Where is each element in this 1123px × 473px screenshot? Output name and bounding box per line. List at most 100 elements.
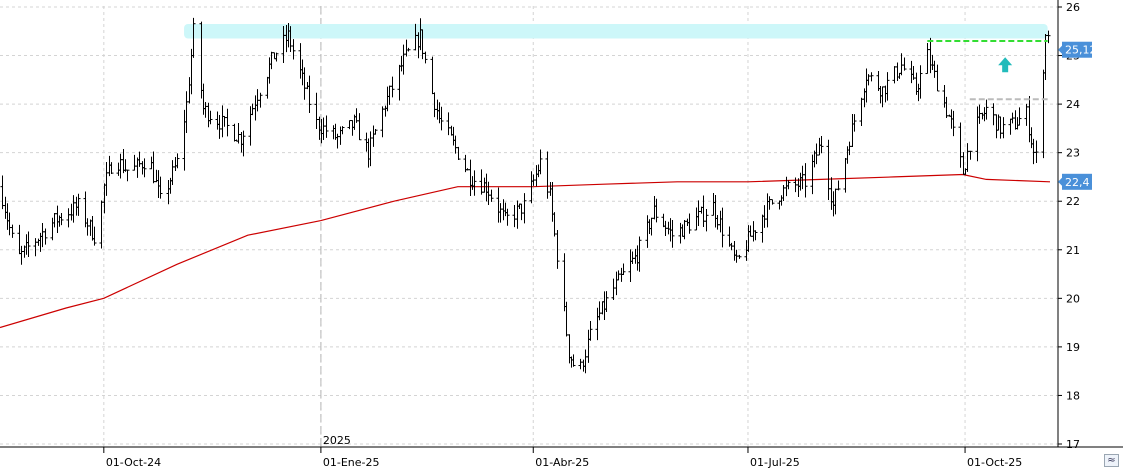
- price-bar: [767, 196, 772, 210]
- price-bar: [182, 109, 187, 171]
- price-bar: [781, 184, 786, 201]
- price-bar: [102, 183, 107, 214]
- price-bar: [371, 125, 376, 147]
- price-bar: [338, 126, 343, 145]
- price-bar: [869, 72, 874, 82]
- price-bar: [92, 226, 97, 246]
- price-bar: [534, 165, 539, 187]
- grid: [0, 6, 1058, 447]
- price-bar: [236, 123, 241, 144]
- price-bar: [305, 81, 310, 90]
- price-bar: [397, 64, 402, 101]
- price-bar: [380, 106, 385, 138]
- price-bar: [1046, 30, 1051, 44]
- price-bar: [737, 254, 742, 259]
- price-bar: [571, 354, 576, 367]
- price-bar: [116, 162, 121, 176]
- price-bar: [383, 105, 388, 117]
- price-bar: [515, 200, 520, 229]
- price-bar: [958, 122, 963, 168]
- price-bar: [399, 55, 404, 72]
- price-bar: [401, 44, 406, 75]
- price-bar: [895, 62, 900, 81]
- price-bar: [107, 155, 112, 177]
- x-tick-label: 01-Ene-25: [323, 456, 380, 469]
- price-bar: [876, 70, 881, 92]
- price-bar: [302, 67, 307, 100]
- price-bar: [479, 169, 484, 195]
- price-bar: [331, 125, 336, 140]
- price-bar: [760, 214, 765, 243]
- price-bar: [555, 229, 560, 269]
- price-bar: [779, 195, 784, 206]
- price-bar: [166, 180, 171, 205]
- price-bar: [74, 196, 79, 216]
- price-bar: [732, 240, 737, 261]
- price-bar: [158, 176, 163, 199]
- price-bar: [387, 85, 392, 105]
- price-bar: [40, 222, 45, 248]
- price-bar: [718, 210, 723, 233]
- price-bar: [578, 358, 583, 370]
- price-bar: [635, 245, 640, 271]
- price-bar: [630, 251, 635, 264]
- price-bar: [829, 177, 834, 210]
- price-bar: [201, 83, 206, 115]
- price-bar: [715, 214, 720, 230]
- price-bar: [170, 160, 175, 186]
- price-bar: [845, 146, 850, 164]
- scroll-to-end-button[interactable]: ≈: [1104, 454, 1119, 467]
- price-bar: [135, 157, 140, 178]
- y-tick-label: 19: [1066, 341, 1080, 354]
- price-bar: [104, 162, 109, 196]
- price-bar: [206, 102, 211, 128]
- price-bar: [583, 349, 588, 374]
- price-bar: [720, 207, 725, 248]
- price-bar: [902, 57, 907, 71]
- price-bar: [423, 51, 428, 64]
- y-tick-label: 26: [1066, 1, 1080, 14]
- price-bar: [899, 53, 904, 76]
- price-bar: [512, 204, 517, 228]
- year-label: 2025: [323, 434, 351, 447]
- price-tag-pointer: [1058, 176, 1063, 187]
- price-bar: [562, 253, 567, 312]
- moving-average: [0, 173, 1051, 329]
- price-bar: [446, 112, 451, 136]
- price-bar: [696, 200, 701, 227]
- price-bar: [373, 128, 378, 135]
- x-tick-label: 01-Oct-24: [106, 456, 161, 469]
- price-bar: [1015, 117, 1020, 130]
- price-bar: [26, 231, 31, 258]
- price-bar: [831, 191, 836, 217]
- price-bar: [430, 56, 435, 95]
- price-bar: [661, 213, 666, 228]
- price-bar: [965, 143, 970, 172]
- price-bar: [991, 103, 996, 126]
- price-bar: [357, 113, 362, 141]
- price-bar: [217, 115, 222, 139]
- price-bar: [43, 228, 48, 245]
- price-bar: [350, 120, 355, 136]
- price-bar: [1031, 138, 1036, 165]
- price-bar: [453, 135, 458, 154]
- price-bar: [0, 175, 5, 210]
- price-bar: [239, 132, 244, 153]
- up-arrow-icon: [998, 57, 1013, 73]
- price-bar: [522, 193, 527, 224]
- price-bar: [944, 96, 949, 119]
- price-bar: [645, 215, 650, 248]
- horizontal-lines: [927, 39, 1048, 101]
- price-bar: [1034, 140, 1039, 164]
- price-bar: [977, 104, 982, 124]
- price-bar: [324, 115, 329, 138]
- price-tag-pointer: [1058, 44, 1063, 55]
- price-bar: [439, 106, 444, 131]
- price-bar: [796, 178, 801, 197]
- price-bar: [137, 151, 142, 167]
- price-bar: [253, 95, 258, 121]
- price-tag: [1062, 173, 1092, 190]
- x-tick-label: 01-Abr-25: [535, 456, 589, 469]
